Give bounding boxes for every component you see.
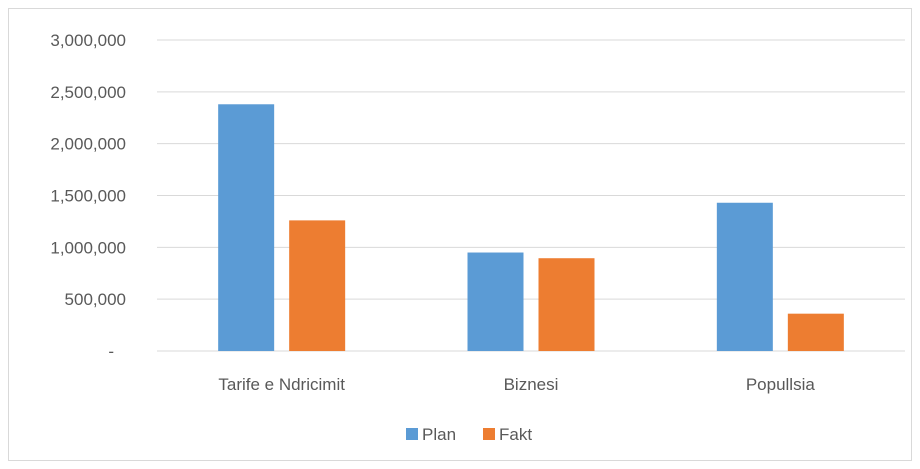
- legend-label-fakt: Fakt: [499, 425, 532, 444]
- bar-plan: [218, 104, 275, 351]
- y-tick-label: 2,500,000: [50, 83, 126, 102]
- bars: [218, 104, 844, 351]
- x-category-label: Biznesi: [504, 375, 559, 394]
- y-tick-label: 3,000,000: [50, 31, 126, 50]
- x-category-label: Popullsia: [746, 375, 816, 394]
- bar-fakt: [538, 258, 595, 351]
- y-tick-label: 1,500,000: [50, 187, 126, 206]
- bar-fakt: [289, 220, 346, 351]
- y-tick-label: 500,000: [65, 290, 126, 309]
- y-tick-label: 2,000,000: [50, 135, 126, 154]
- gridlines: [157, 39, 905, 352]
- x-axis-category-labels: Tarife e Ndricimit Biznesi Popullsia: [218, 375, 815, 394]
- legend-swatch-plan: [406, 428, 418, 440]
- legend-label-plan: Plan: [422, 425, 456, 444]
- legend-swatch-fakt: [483, 428, 495, 440]
- y-tick-label: -: [108, 342, 114, 361]
- legend: Plan Fakt: [406, 425, 532, 444]
- y-axis-tick-labels: - 500,000 1,000,000 1,500,000 2,000,000 2,500…: [50, 31, 126, 361]
- x-category-label: Tarife e Ndricimit: [218, 375, 345, 394]
- bar-plan: [716, 202, 773, 351]
- bar-fakt: [787, 313, 844, 351]
- bar-plan: [467, 252, 524, 351]
- y-tick-label: 1,000,000: [50, 238, 126, 257]
